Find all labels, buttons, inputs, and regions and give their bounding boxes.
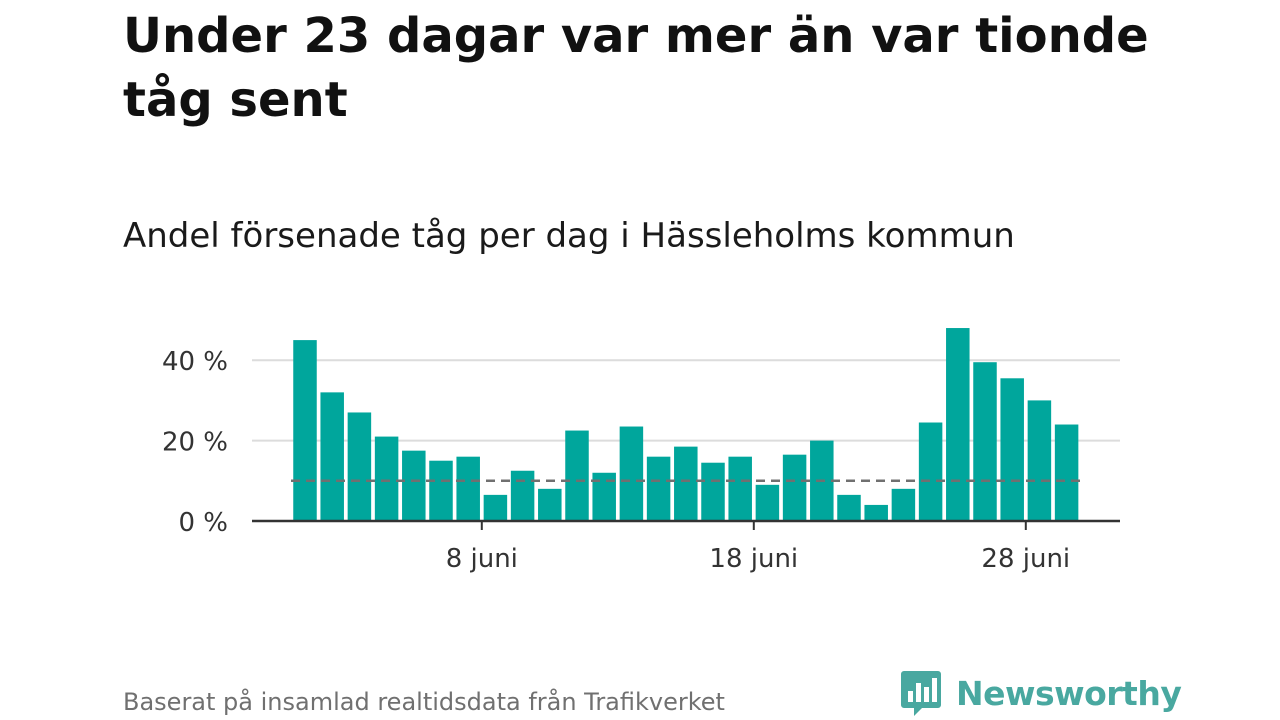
bar xyxy=(510,470,535,521)
axes: 0 % 20 % 40 % 8 juni 18 juni 28 juni xyxy=(162,347,1120,574)
bar xyxy=(918,422,943,521)
bar xyxy=(1027,400,1052,521)
bar xyxy=(619,426,644,521)
bar xyxy=(891,488,916,521)
bar xyxy=(483,494,508,521)
bar xyxy=(782,454,807,521)
bar xyxy=(538,488,562,521)
source-note: Baserat på insamlad realtidsdata från Tr… xyxy=(123,688,725,716)
bar xyxy=(728,456,752,521)
brand-logo: Newsworthy xyxy=(900,668,1182,718)
bar xyxy=(293,340,317,521)
y-tick-label: 40 % xyxy=(162,347,228,377)
bar xyxy=(701,462,725,521)
bar xyxy=(755,484,780,521)
bar xyxy=(1000,378,1024,521)
bar xyxy=(456,456,480,521)
x-tick-label: 28 juni xyxy=(981,544,1070,574)
bar xyxy=(864,504,888,521)
bar xyxy=(837,494,861,521)
bars xyxy=(293,328,1079,521)
bar xyxy=(592,472,616,521)
chart-subtitle: Andel försenade tåg per dag i Hässleholm… xyxy=(123,216,1015,256)
bar xyxy=(347,412,372,521)
bar xyxy=(402,450,426,521)
bar xyxy=(946,328,970,521)
bar xyxy=(320,392,344,521)
bar xyxy=(973,362,997,521)
y-tick-label: 0 % xyxy=(178,508,228,538)
bar-chart-speech-bubble-icon xyxy=(901,671,941,716)
x-tick-label: 8 juni xyxy=(446,544,518,574)
bar xyxy=(674,446,698,521)
bar-chart: 0 % 20 % 40 % 8 juni 18 juni 28 juni xyxy=(162,328,1120,574)
chart-title: Under 23 dagar var mer än var tionde tåg… xyxy=(123,8,1149,128)
y-tick-label: 20 % xyxy=(162,428,228,458)
bar xyxy=(565,430,589,521)
bar xyxy=(374,436,399,521)
brand-name: Newsworthy xyxy=(956,673,1182,713)
bar xyxy=(1054,424,1079,521)
bar xyxy=(646,456,671,521)
bar xyxy=(429,460,453,521)
x-tick-label: 18 juni xyxy=(709,544,798,574)
